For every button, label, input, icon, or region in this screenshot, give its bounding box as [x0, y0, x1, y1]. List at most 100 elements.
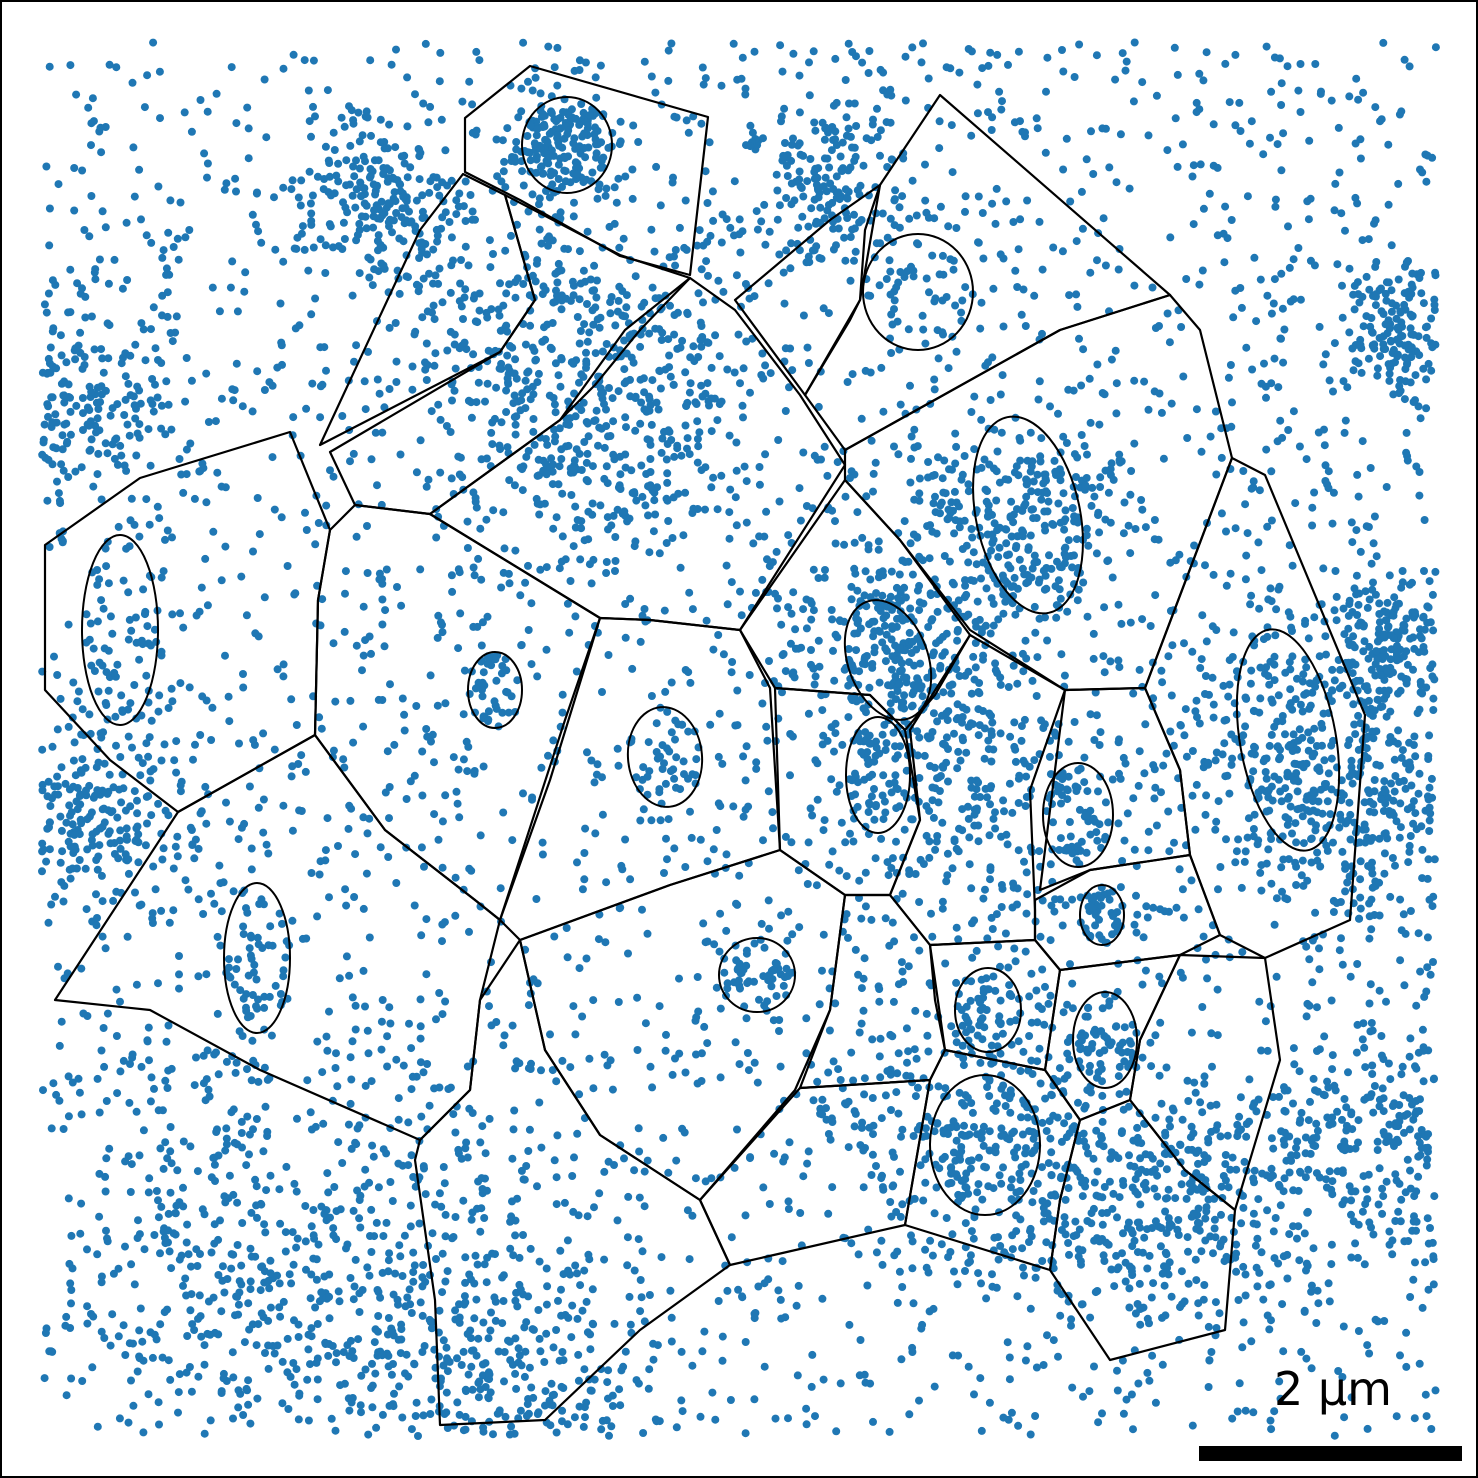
molecule-point — [361, 405, 370, 414]
molecule-point — [123, 420, 132, 429]
molecule-point — [279, 183, 288, 192]
molecule-point — [1365, 696, 1373, 705]
molecule-point — [860, 591, 869, 600]
molecule-point — [181, 233, 190, 242]
molecule-point — [60, 398, 69, 407]
molecule-point — [1316, 785, 1325, 794]
molecule-point — [1394, 179, 1403, 188]
molecule-point — [918, 692, 927, 701]
molecule-point — [1336, 665, 1345, 674]
molecule-point — [871, 854, 880, 863]
molecule-point — [485, 236, 494, 245]
molecule-point — [847, 582, 856, 591]
molecule-point — [252, 975, 261, 984]
molecule-point — [243, 1112, 252, 1121]
molecule-point — [738, 401, 747, 410]
molecule-point — [647, 225, 656, 234]
molecule-point — [1362, 1185, 1371, 1194]
molecule-point — [619, 234, 628, 243]
molecule-point — [788, 366, 797, 375]
molecule-point — [864, 69, 873, 77]
molecule-point — [985, 1398, 994, 1407]
molecule-point — [203, 173, 211, 182]
molecule-point — [630, 542, 639, 551]
molecule-point — [1079, 345, 1088, 354]
molecule-point — [1251, 743, 1259, 752]
molecule-point — [102, 1226, 110, 1235]
molecule-point — [983, 1083, 992, 1091]
molecule-point — [151, 344, 160, 353]
molecule-point — [1365, 595, 1374, 604]
molecule-point — [1019, 667, 1028, 676]
molecule-point — [1299, 839, 1308, 848]
molecule-point — [479, 762, 488, 771]
molecule-point — [1290, 759, 1299, 768]
molecule-point — [100, 1062, 109, 1071]
molecule-point — [1270, 53, 1279, 62]
molecule-point — [739, 752, 748, 761]
molecule-point — [1425, 731, 1434, 740]
molecule-point — [127, 494, 136, 503]
molecule-point — [606, 1056, 615, 1065]
molecule-point — [988, 925, 997, 933]
molecule-point — [1134, 781, 1143, 790]
molecule-point — [878, 591, 887, 600]
molecule-point — [1414, 929, 1423, 938]
molecule-point — [162, 264, 171, 273]
molecule-point — [1390, 755, 1399, 764]
molecule-point — [262, 840, 271, 849]
molecule-point — [894, 980, 903, 989]
molecule-point — [1352, 526, 1361, 535]
molecule-point — [384, 1314, 393, 1322]
molecule-point — [645, 1291, 654, 1299]
molecule-point — [666, 1286, 675, 1295]
molecule-point — [835, 781, 844, 790]
molecule-point — [308, 191, 317, 200]
molecule-point — [359, 904, 368, 913]
molecule-point — [528, 382, 537, 391]
molecule-point — [670, 452, 679, 461]
molecule-point — [52, 1090, 61, 1099]
molecule-point — [1068, 895, 1077, 904]
molecule-point — [393, 583, 401, 591]
molecule-point — [64, 473, 73, 481]
molecule-point — [965, 860, 974, 869]
molecule-point — [1410, 732, 1419, 741]
molecule-point — [1292, 838, 1301, 847]
molecule-point — [1122, 57, 1131, 66]
molecule-point — [1250, 707, 1259, 716]
molecule-point — [1193, 1218, 1202, 1227]
molecule-point — [831, 54, 840, 63]
molecule-point — [376, 843, 385, 852]
molecule-point — [1360, 820, 1369, 829]
molecule-point — [1189, 220, 1198, 229]
molecule-point — [124, 379, 133, 388]
molecule-point — [952, 923, 961, 932]
molecule-point — [517, 396, 526, 405]
molecule-point — [349, 449, 358, 458]
molecule-point — [752, 207, 761, 216]
molecule-point — [850, 538, 859, 547]
molecule-point — [300, 56, 309, 65]
molecule-point — [448, 587, 457, 596]
molecule-point — [421, 39, 430, 48]
molecule-point — [1083, 612, 1092, 621]
molecule-point — [221, 651, 229, 660]
molecule-point — [664, 815, 673, 824]
molecule-point — [841, 838, 850, 847]
molecule-point — [611, 321, 620, 330]
molecule-point — [71, 355, 80, 364]
molecule-point — [216, 879, 225, 888]
molecule-point — [87, 141, 95, 150]
molecule-point — [776, 41, 785, 50]
molecule-point — [765, 1200, 774, 1208]
molecule-point — [1211, 1298, 1220, 1307]
molecule-point — [213, 1009, 222, 1018]
molecule-point — [164, 1021, 173, 1030]
molecule-point — [38, 839, 47, 848]
molecule-point — [1170, 43, 1179, 52]
molecule-point — [956, 756, 965, 765]
molecule-point — [771, 1414, 780, 1423]
molecule-point — [799, 1172, 808, 1181]
molecule-point — [707, 363, 716, 372]
